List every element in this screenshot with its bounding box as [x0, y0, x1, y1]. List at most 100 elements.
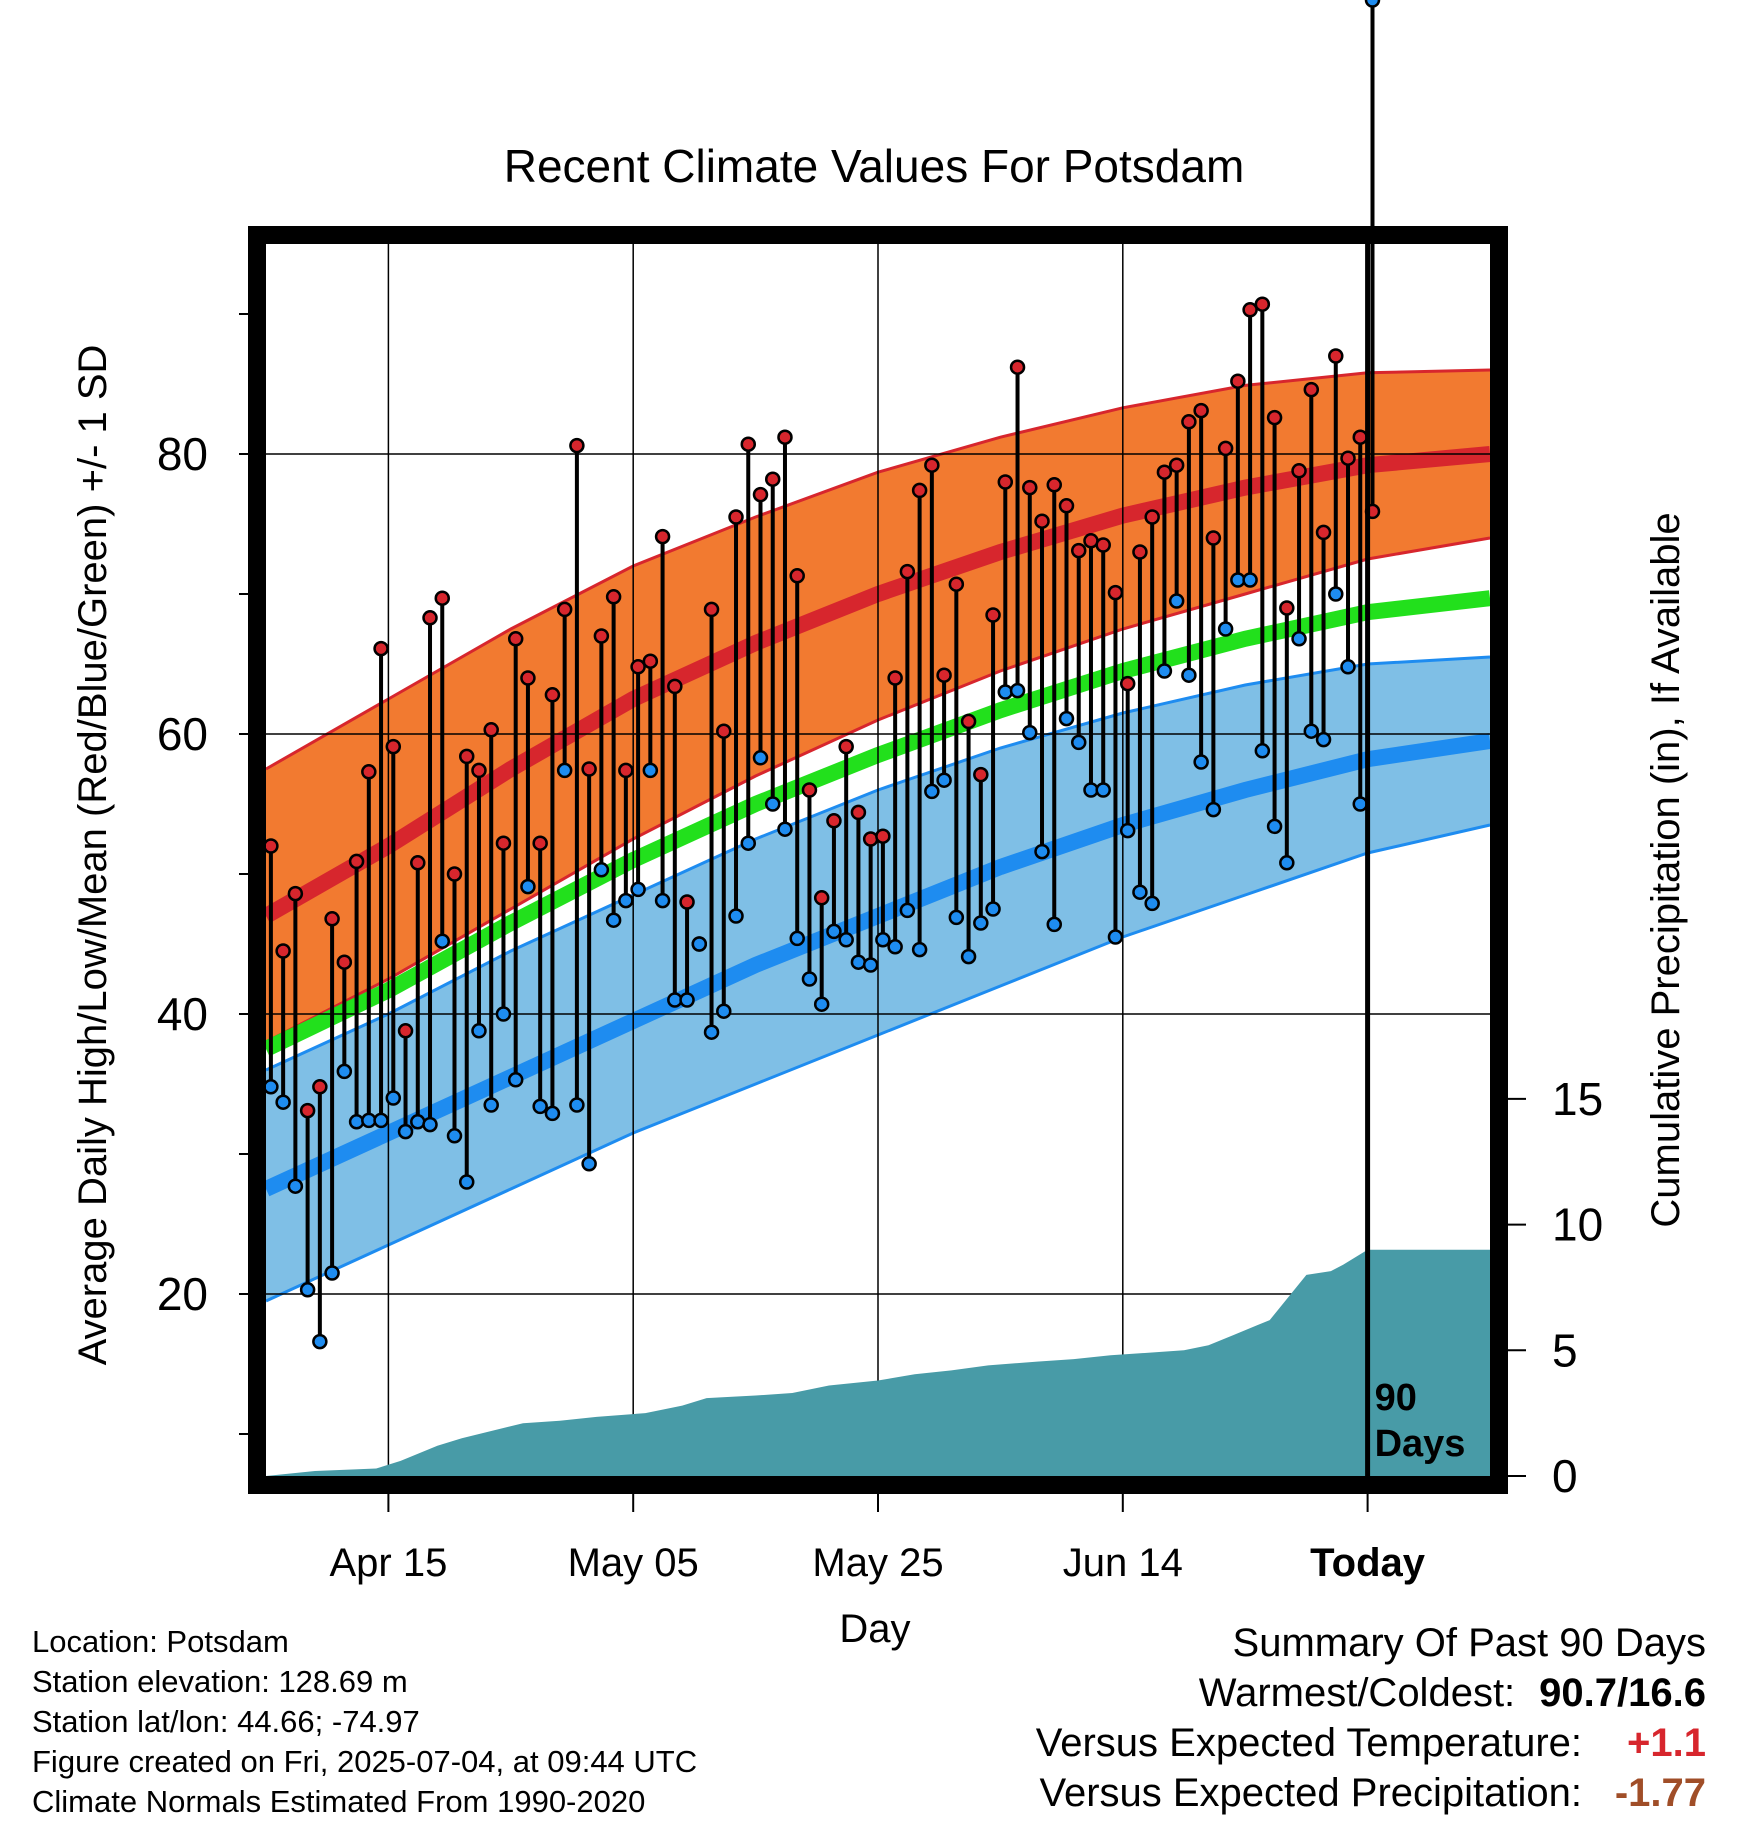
high-point [593, 628, 610, 644]
high-point [348, 853, 365, 870]
high-point [1070, 542, 1087, 559]
high-point [813, 890, 830, 906]
high-point [728, 509, 744, 525]
low-point [410, 1114, 426, 1130]
high-point [1242, 302, 1258, 318]
high-point [1058, 498, 1075, 514]
high-point [1144, 509, 1160, 525]
high-point [850, 804, 867, 821]
high-point [520, 670, 536, 686]
low-point [336, 1063, 353, 1080]
low-point [1009, 682, 1026, 699]
high-point [899, 563, 916, 580]
high-point [1266, 409, 1283, 426]
summary-heading: Summary Of Past 90 Days [1232, 1621, 1706, 1665]
high-point [1254, 296, 1271, 312]
low-point [1132, 884, 1148, 900]
high-point [275, 943, 291, 959]
low-point [789, 930, 805, 947]
high-point [581, 761, 597, 777]
station-info: Location: Potsdam Station elevation: 128… [32, 1622, 697, 1822]
low-point [850, 954, 867, 970]
low-point [1279, 855, 1295, 871]
low-point [1046, 916, 1063, 933]
low-point [1315, 731, 1332, 748]
low-point [446, 1128, 463, 1144]
high-point [1168, 457, 1185, 473]
warmest-coldest-row: Warmest/Coldest: 90.7/16.6 [1036, 1668, 1706, 1718]
low-point [458, 1174, 475, 1190]
high-point [1181, 414, 1197, 430]
high-point [973, 766, 989, 783]
high-point [324, 911, 340, 927]
warmest-coldest-label: Warmest/Coldest: [1198, 1671, 1516, 1715]
low-point [838, 932, 854, 948]
high-point [911, 482, 928, 499]
high-point [838, 738, 854, 755]
high-point [924, 457, 940, 473]
high-point [483, 722, 499, 738]
x-tick-label: May 25 [812, 1541, 943, 1585]
high-point [789, 568, 805, 584]
low-point [777, 821, 793, 837]
high-point [1119, 675, 1136, 692]
high-point [299, 1102, 316, 1119]
high-point [1303, 381, 1320, 398]
low-point [471, 1023, 487, 1039]
high-point [458, 748, 475, 765]
x-tick-label: Jun 14 [1063, 1541, 1183, 1585]
high-point [1095, 537, 1111, 553]
low-point [764, 796, 781, 812]
high-point [1340, 450, 1356, 466]
x-tick-label: May 05 [568, 1541, 699, 1585]
normals-text: Climate Normals Estimated From 1990-2020 [32, 1784, 646, 1819]
high-point [263, 838, 279, 854]
low-point [1168, 593, 1185, 609]
low-point [973, 915, 989, 931]
low-point [728, 908, 744, 924]
high-point [1279, 600, 1295, 616]
high-point [1205, 530, 1222, 546]
high-point [801, 782, 818, 798]
latlon-text: Station lat/lon: 44.66; -74.97 [32, 1704, 420, 1739]
low-point [1107, 929, 1124, 945]
temp-vs-expected-value: +1.1 [1627, 1721, 1706, 1765]
y-axis-ticks: 20 40 60 80 [157, 313, 248, 1435]
low-point [385, 1090, 402, 1106]
high-point [875, 828, 891, 844]
low-point [1352, 796, 1369, 812]
high-point [312, 1079, 328, 1095]
high-point [422, 610, 438, 626]
high-point [434, 590, 451, 606]
low-point [654, 892, 671, 909]
plot-frame [248, 226, 1508, 1494]
low-point [813, 996, 830, 1012]
high-point [826, 813, 842, 829]
high-point [446, 866, 463, 882]
location-text: Location: Potsdam [32, 1624, 289, 1659]
low-point [642, 762, 659, 779]
high-point [1193, 402, 1209, 419]
high-point [385, 738, 402, 755]
today-days-label: Days [1375, 1423, 1466, 1465]
high-point [1107, 584, 1124, 601]
low-point [630, 881, 646, 898]
high-point [667, 678, 683, 695]
high-point [1328, 348, 1344, 364]
low-point [434, 933, 451, 949]
daily-range-bars [268, 0, 1375, 1342]
low-point [1254, 743, 1271, 759]
low-point [593, 862, 610, 878]
precip-vs-expected-value: -1.77 [1614, 1771, 1706, 1815]
high-point [1022, 479, 1038, 496]
low-point [569, 1097, 585, 1113]
low-point [1156, 663, 1173, 679]
temp-vs-expected-row: Versus Expected Temperature: +1.1 [1036, 1718, 1706, 1768]
high-point [495, 835, 512, 851]
high-point [740, 436, 757, 452]
low-point [1058, 710, 1075, 727]
low-point [1303, 723, 1320, 739]
low-point [740, 835, 757, 851]
y-tick-label: 40 [157, 988, 208, 1040]
low-point [483, 1097, 499, 1113]
